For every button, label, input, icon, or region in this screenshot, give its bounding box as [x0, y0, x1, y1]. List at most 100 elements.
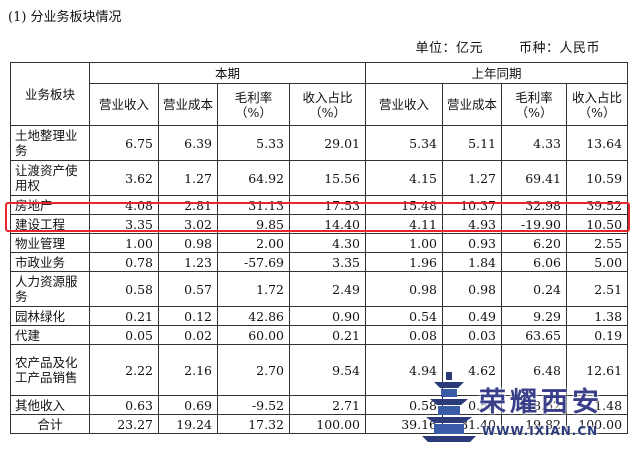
current-share: 29.01: [288, 125, 367, 161]
current-share: 100.00: [288, 414, 367, 434]
prior-revenue: 5.34: [365, 125, 444, 161]
prior-revenue: 0.98: [365, 271, 444, 307]
watermark: 荣耀西安 WWW.IXIAN.CN: [420, 368, 635, 448]
current-share: 14.40: [288, 214, 367, 234]
current-cost: 0.12: [158, 306, 218, 326]
table-row: 代建 0.05 0.02 60.00 0.21 0.08 0.03 63.65 …: [10, 325, 629, 345]
table-row-total: 合计 23.27 19.24 17.32 100.00 39.16 31.40 …: [10, 414, 629, 434]
current-cost: 2.16: [158, 344, 218, 396]
current-revenue: 3.35: [89, 214, 159, 234]
prior-cost: 0.93: [442, 233, 503, 253]
segment-name: 园林绿化: [10, 306, 90, 326]
current-cost: 1.27: [158, 160, 218, 196]
current-cost: 19.24: [158, 414, 218, 434]
segment-name: 农产品及化工产品销售: [10, 344, 90, 396]
segment-name: 人力资源服务: [10, 271, 90, 307]
table-row-highlighted: 房地产 4.08 2.81 31.13 17.53 15.48 10.37 32…: [10, 195, 629, 215]
unit-label: 单位：亿元: [415, 41, 483, 56]
prior-revenue: 4.11: [365, 214, 444, 234]
current-revenue: 0.05: [89, 325, 159, 345]
segment-name: 土地整理业务: [10, 125, 90, 161]
current-share: 4.30: [288, 233, 367, 253]
unit-line: 单位：亿元 币种：人民币: [415, 37, 600, 56]
current-cost: 0.57: [158, 271, 218, 307]
header-current-period: 本期: [88, 62, 367, 84]
table-row: 土地整理业务 6.75 6.39 5.33 29.01 5.34 5.11 4.…: [10, 125, 629, 161]
prior-gross-margin: 32.98: [501, 195, 568, 215]
current-gross-margin: 9.85: [217, 214, 290, 234]
header-revenue: 营业收入: [89, 83, 159, 126]
currency-label: 币种：人民币: [518, 41, 600, 56]
segment-name: 市政业务: [10, 252, 90, 272]
current-gross-margin: 1.72: [217, 271, 290, 307]
current-share: 0.90: [288, 306, 367, 326]
prior-share: 5.00: [566, 252, 629, 272]
header-gross-margin: 毛利率（%）: [217, 83, 290, 126]
prior-revenue: 1.00: [365, 233, 444, 253]
current-revenue: 0.21: [89, 306, 159, 326]
prior-revenue: 4.15: [365, 160, 444, 196]
prior-share: 10.59: [566, 160, 629, 196]
prior-cost: 0.49: [442, 306, 503, 326]
prior-revenue: 4.94: [365, 344, 444, 396]
prior-share: 1.38: [566, 306, 629, 326]
business-segment-table: 业务板块 本期 上年同期 营业收入 营业成本 毛利率（%） 收入占比（%） 营业…: [10, 62, 629, 434]
prior-share: 2.51: [566, 271, 629, 307]
prior-gross-margin: 4.33: [501, 125, 568, 161]
header-prior-period: 上年同期: [365, 62, 629, 84]
watermark-name: 荣耀西安: [479, 387, 603, 418]
segment-name: 物业管理: [10, 233, 90, 253]
segment-name: 合计: [10, 414, 90, 434]
header-gross-margin: 毛利率（%）: [501, 83, 568, 126]
current-revenue: 6.75: [89, 125, 159, 161]
table-row: 建设工程 3.35 3.02 9.85 14.40 4.11 4.93 -19.…: [10, 214, 629, 234]
header-row-metrics: 营业收入 营业成本 毛利率（%） 收入占比（%） 营业收入 营业成本 毛利率（%…: [11, 83, 629, 126]
prior-gross-margin: 6.20: [501, 233, 568, 253]
prior-cost: 1.84: [442, 252, 503, 272]
header-row-periods: 业务板块 本期 上年同期: [10, 62, 629, 126]
current-revenue: 2.22: [89, 344, 159, 396]
prior-revenue: 15.48: [365, 195, 444, 215]
prior-share: 100.00: [566, 414, 629, 434]
current-cost: 2.81: [158, 195, 218, 215]
prior-revenue: 0.54: [365, 306, 444, 326]
current-revenue: 3.62: [89, 160, 159, 196]
prior-gross-margin: 63.65: [501, 325, 568, 345]
current-share: 2.71: [288, 395, 367, 415]
current-cost: 0.98: [158, 233, 218, 253]
segment-name: 让渡资产使用权: [10, 160, 90, 196]
current-revenue: 1.00: [89, 233, 159, 253]
current-share: 0.21: [288, 325, 367, 345]
prior-revenue: 0.08: [365, 325, 444, 345]
watermark-url: WWW.IXIAN.CN: [482, 424, 599, 438]
segment-name: 其他收入: [10, 395, 90, 415]
header-cost: 营业成本: [158, 83, 218, 126]
table-row: 物业管理 1.00 0.98 2.00 4.30 1.00 0.93 6.20 …: [10, 233, 629, 253]
prior-revenue: 39.16: [365, 414, 444, 434]
prior-revenue: 1.96: [365, 252, 444, 272]
prior-cost: 4.93: [442, 214, 503, 234]
prior-cost: 5.11: [442, 125, 503, 161]
current-cost: 1.23: [158, 252, 218, 272]
prior-cost: 1.27: [442, 160, 503, 196]
prior-gross-margin: 0.24: [501, 271, 568, 307]
segment-name: 代建: [10, 325, 90, 345]
segment-name: 房地产: [10, 195, 90, 215]
table-row: 人力资源服务 0.58 0.57 1.72 2.49 0.98 0.98 0.2…: [10, 271, 629, 307]
prior-share: 0.19: [566, 325, 629, 345]
prior-gross-margin: 6.06: [501, 252, 568, 272]
current-gross-margin: 5.33: [217, 125, 290, 161]
prior-gross-margin: 9.29: [501, 306, 568, 326]
current-cost: 0.69: [158, 395, 218, 415]
current-share: 9.54: [288, 344, 367, 396]
current-revenue: 23.27: [89, 414, 159, 434]
current-revenue: 0.63: [89, 395, 159, 415]
table-row: 农产品及化工产品销售 2.22 2.16 2.70 9.54 4.94 4.62…: [10, 344, 629, 396]
current-revenue: 0.78: [89, 252, 159, 272]
current-revenue: 4.08: [89, 195, 159, 215]
current-gross-margin: 2.70: [217, 344, 290, 396]
current-cost: 6.39: [158, 125, 218, 161]
current-share: 17.53: [288, 195, 367, 215]
current-share: 2.49: [288, 271, 367, 307]
header-revenue: 营业收入: [365, 83, 444, 126]
